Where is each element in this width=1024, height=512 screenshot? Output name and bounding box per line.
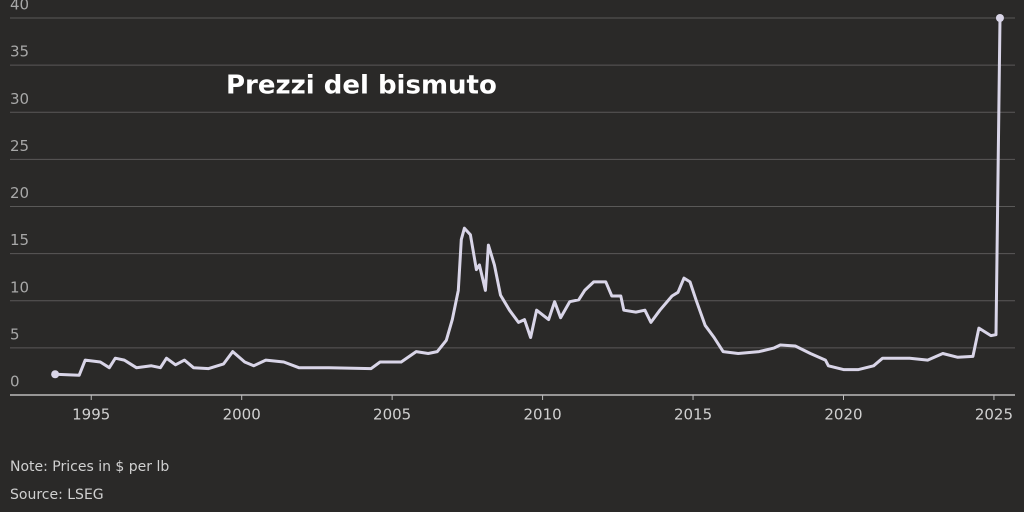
y-tick-label: 30 (10, 90, 29, 108)
x-tick-label: 2015 (674, 406, 712, 424)
x-tick-label: 2005 (373, 406, 411, 424)
note: Note: Prices in $ per lb (10, 459, 169, 475)
y-tick-label: 0 (10, 373, 20, 391)
x-tick-label: 2000 (223, 406, 261, 424)
y-tick-label: 20 (10, 184, 29, 202)
x-tick-label: 2020 (824, 406, 862, 424)
x-tick-label: 1995 (72, 406, 110, 424)
y-tick-label: 35 (10, 43, 29, 61)
x-tick-label: 2010 (523, 406, 561, 424)
y-tick-label: 10 (10, 278, 29, 296)
source: Source: LSEG (10, 487, 104, 503)
y-tick-label: 15 (10, 231, 29, 249)
chart-title: Prezzi del bismuto (226, 71, 497, 101)
price-line (55, 17, 1002, 377)
y-tick-label: 40 (10, 0, 29, 14)
end-marker (995, 14, 1004, 22)
y-tick-label: 25 (10, 137, 29, 155)
y-tick-label: 5 (10, 325, 20, 343)
end-marker (51, 370, 60, 379)
x-tick-label: 2025 (975, 406, 1013, 424)
